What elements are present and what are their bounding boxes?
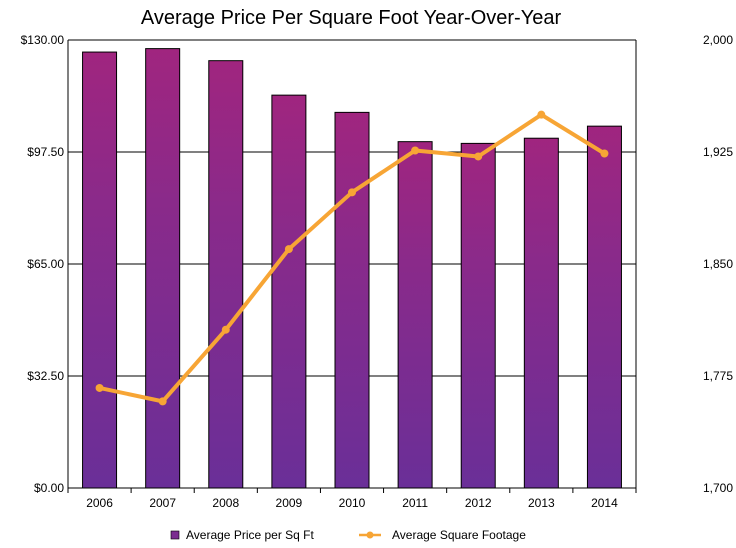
plot-area: $0.00 $32.50 $65.00 $97.50 $130.00 1,700 1,775…	[21, 33, 734, 510]
y-right-tick-label: 1,700	[703, 481, 733, 495]
x-tick-label: 2006	[86, 496, 113, 510]
bar	[460, 142, 496, 489]
x-tick-label: 2011	[402, 496, 428, 510]
legend-label: Average Square Footage	[392, 528, 526, 542]
y-right-tick-label: 1,775	[703, 369, 733, 383]
line-point	[474, 152, 483, 161]
line-point	[284, 245, 293, 254]
line-point	[221, 325, 230, 334]
chart-title: Average Price Per Square Foot Year-Over-…	[141, 7, 562, 29]
legend-swatch-bar	[170, 530, 180, 540]
x-tick-label: 2012	[465, 496, 492, 510]
bar	[271, 94, 307, 489]
x-tick-label: 2007	[149, 496, 176, 510]
line-point	[158, 397, 167, 406]
y-left-tick-label: $130.00	[21, 33, 65, 47]
line-point	[411, 146, 420, 155]
line-point	[537, 110, 546, 119]
x-tick-label: 2014	[591, 496, 618, 510]
x-tick-label: 2013	[528, 496, 555, 510]
bar	[82, 51, 118, 489]
y-left-tick-label: $97.50	[27, 145, 64, 159]
bar	[397, 141, 433, 489]
bar	[334, 111, 370, 489]
line-point	[348, 188, 356, 197]
line-point	[95, 383, 104, 392]
legend-swatch-marker	[366, 531, 374, 539]
x-tick-label: 2009	[276, 496, 303, 510]
legend: Average Price per Sq Ft Average Square Fo…	[170, 528, 526, 542]
bar	[208, 60, 244, 489]
y-right-tick-label: 1,925	[703, 145, 733, 159]
y-left-tick-label: $32.50	[27, 369, 64, 383]
y-right-tick-label: 1,850	[703, 257, 733, 271]
y-right-tick-label: 2,000	[703, 33, 733, 47]
bar	[586, 125, 622, 489]
bar	[523, 137, 559, 489]
y-left-tick-label: $65.00	[27, 257, 64, 271]
x-tick-label: 2008	[212, 496, 239, 510]
y-left-tick-label: $0.00	[34, 481, 64, 495]
x-tick-label: 2010	[339, 496, 366, 510]
bar	[145, 48, 181, 489]
line-point	[600, 149, 609, 158]
legend-label: Average Price per Sq Ft	[186, 528, 315, 542]
